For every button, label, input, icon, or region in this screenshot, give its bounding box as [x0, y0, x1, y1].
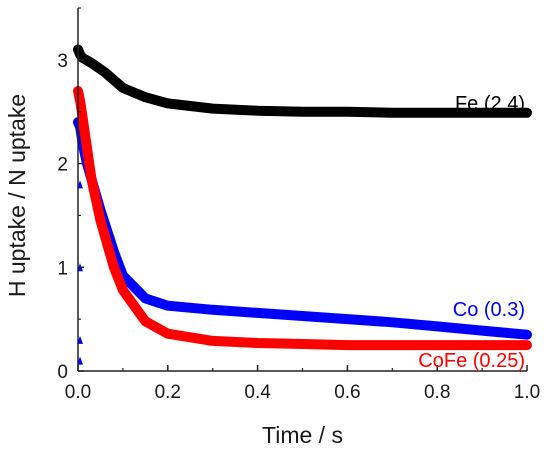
- plot-area: [73, 44, 532, 365]
- x-tick-label: 0.8: [424, 382, 450, 403]
- x-tick-label: 0.6: [334, 382, 360, 403]
- x-tick-label: 0.4: [244, 382, 271, 403]
- y-tick-label: 3: [57, 51, 68, 72]
- series-line-fe-2-4: [73, 44, 532, 118]
- x-axis-title: Time / s: [262, 422, 343, 448]
- ticks: 0.0 0.2 0.4 0.6 0.8 1.0 0 1 2 3: [57, 7, 540, 403]
- series-labels: Fe (2.4) Co (0.3) CoFe (0.25): [418, 93, 525, 372]
- y-tick-label: 0: [57, 362, 68, 383]
- x-tick-label: 1.0: [514, 382, 540, 403]
- y-tick-label: 2: [57, 155, 68, 176]
- x-tick-label: 0.0: [65, 382, 91, 403]
- series-line-cofe-0-25: [73, 86, 532, 351]
- series-label-cofe-0-25: CoFe (0.25): [418, 350, 525, 372]
- y-tick-label: 1: [57, 258, 68, 279]
- series-label-fe-2-4: Fe (2.4): [455, 93, 525, 115]
- x-tick-label: 0.2: [155, 382, 181, 403]
- y-axis-title: H uptake / N uptake: [4, 94, 30, 297]
- series-label-co-0-3: Co (0.3): [453, 299, 525, 321]
